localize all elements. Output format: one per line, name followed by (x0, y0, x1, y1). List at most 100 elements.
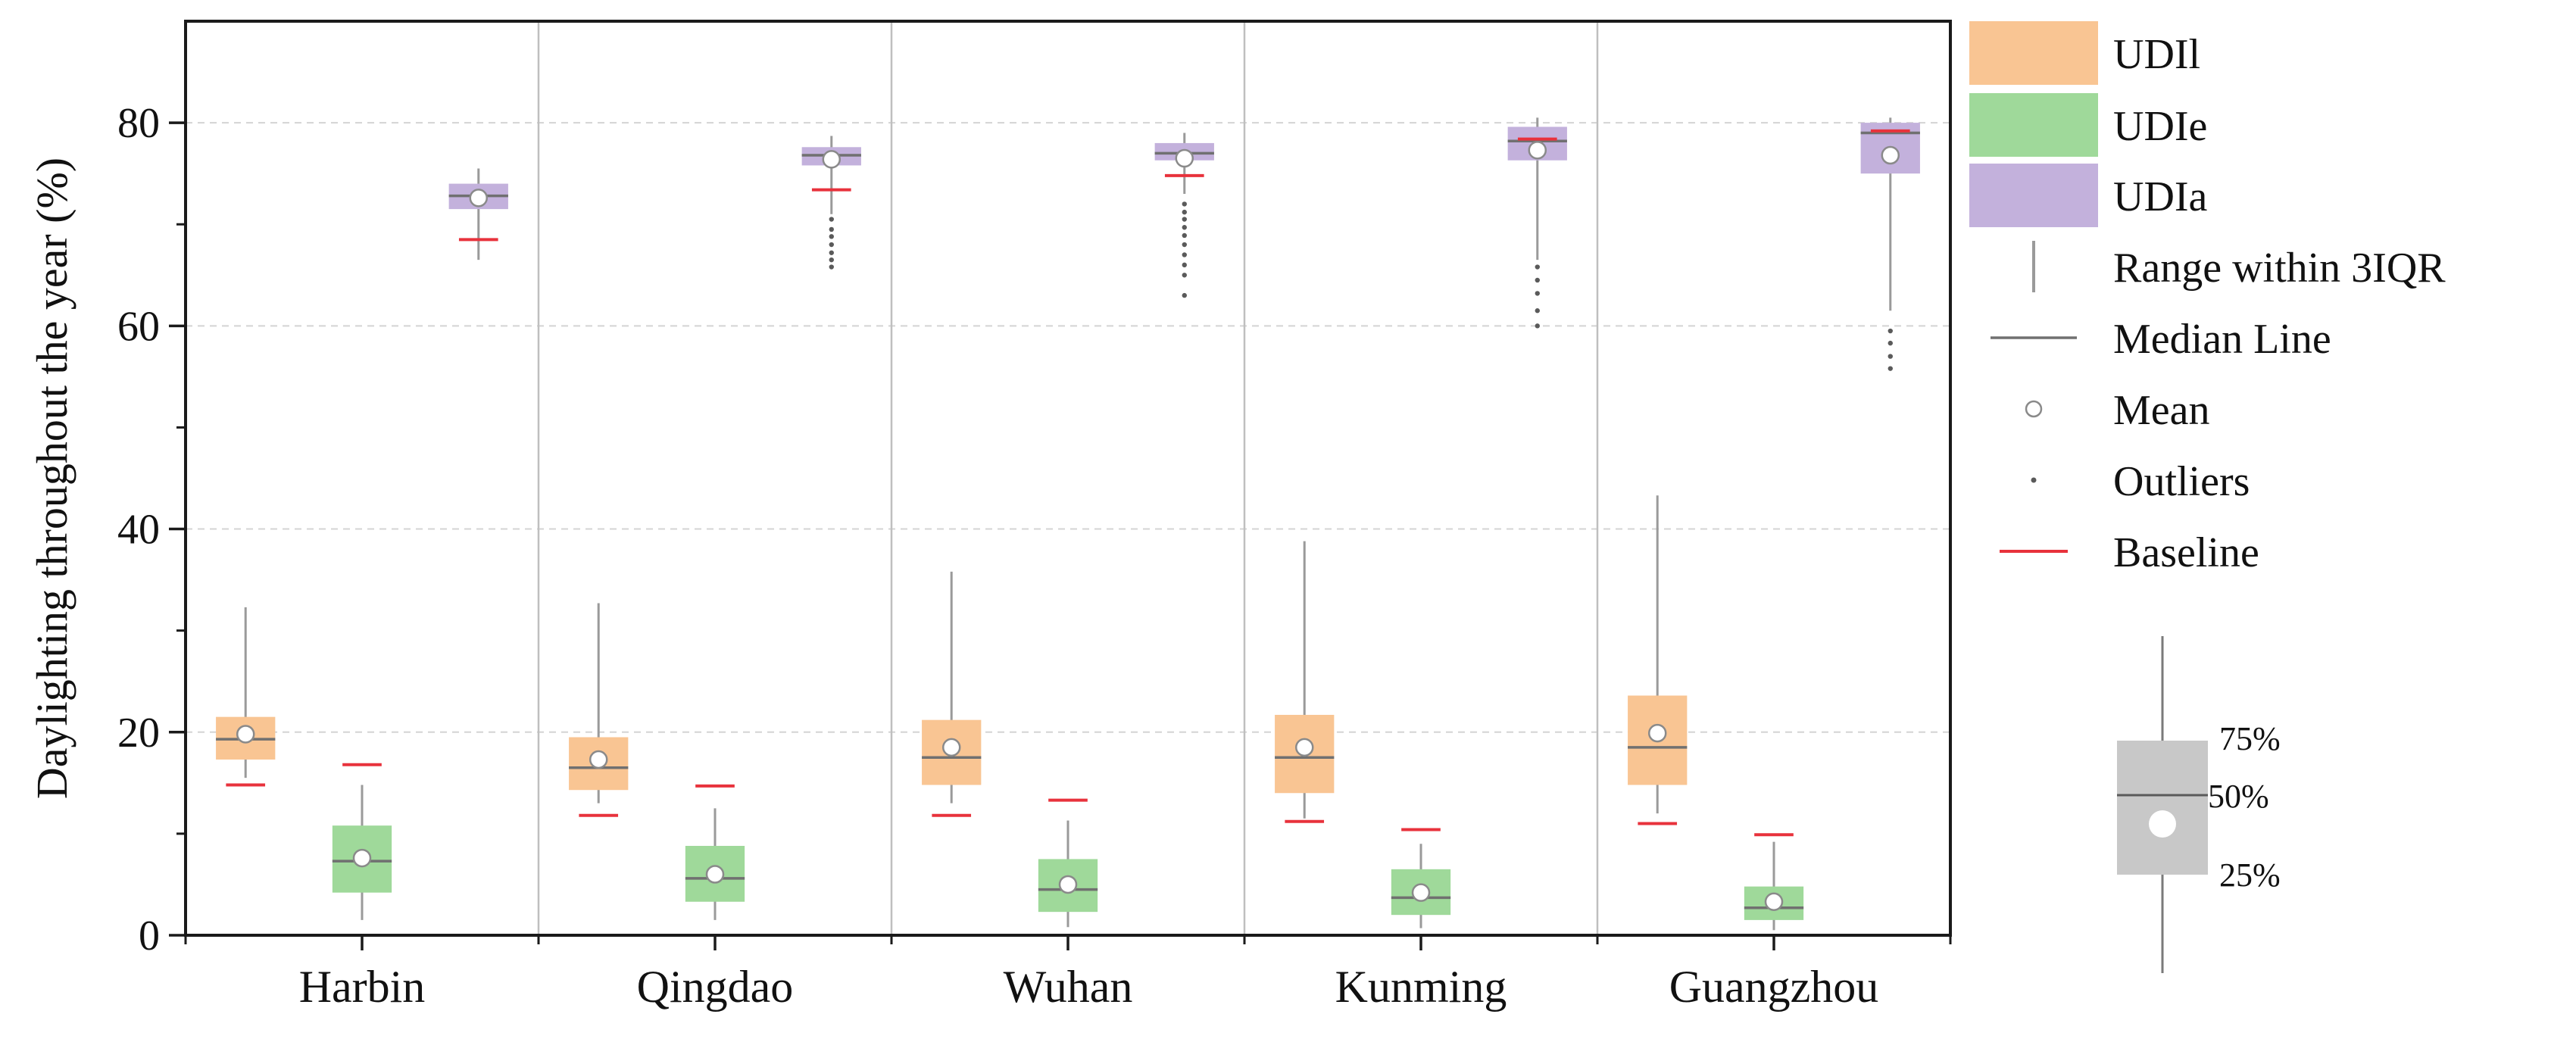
mean-udie-harbin (352, 848, 372, 868)
legend-item-median-line: Median Line (1991, 316, 2331, 363)
outlier-udia-guangzhou-1 (1888, 340, 1893, 346)
legend-item-udil: UDIl (1969, 21, 2200, 85)
y-tick-label-0: 0 (139, 913, 160, 959)
mean-udil-kunming (1294, 738, 1314, 757)
x-label-guangzhou: Guangzhou (1669, 962, 1879, 1012)
y-tick-label-40: 40 (117, 507, 160, 554)
key-label-75: 75% (2219, 720, 2281, 757)
box-udia-harbin (448, 168, 508, 261)
y-tick-label-20: 20 (117, 710, 160, 757)
box-udil-qingdao (569, 603, 629, 817)
box-udie-wuhan (1038, 798, 1098, 928)
y-tick-label-80: 80 (117, 100, 160, 147)
key-label-50: 50% (2208, 778, 2269, 815)
mean-udia-harbin (469, 189, 489, 207)
legend-label-baseline: Baseline (2113, 529, 2259, 576)
outlier-udia-guangzhou-2 (1888, 354, 1893, 359)
outlier-udia-qingdao-3 (829, 242, 834, 248)
box-series (216, 117, 1920, 931)
outlier-udia-wuhan-1 (1182, 209, 1187, 215)
legend-label-range-within-3iqr: Range within 3IQR (2113, 245, 2446, 292)
legend-item-outliers: Outliers (2031, 458, 2250, 505)
x-label-wuhan: Wuhan (1004, 962, 1133, 1012)
mean-udie-qingdao (705, 865, 725, 884)
mean-udil-harbin (236, 725, 255, 744)
box-udia-qingdao (801, 136, 861, 270)
y-tick-label-60: 60 (117, 303, 160, 350)
mean-udia-wuhan (1175, 148, 1194, 168)
box-udil-guangzhou (1628, 495, 1688, 825)
gridlines (186, 122, 1950, 733)
legend-label-udia: UDIa (2113, 173, 2208, 220)
outlier-udia-guangzhou-0 (1888, 328, 1893, 334)
box-udie-qingdao (685, 784, 745, 920)
outlier-udia-wuhan-9 (1182, 292, 1187, 298)
series-udie (332, 763, 1804, 931)
outlier-udia-wuhan-5 (1182, 242, 1187, 248)
mean-udil-guangzhou (1647, 723, 1667, 743)
x-label-kunming: Kunming (1335, 962, 1507, 1012)
mean-udia-qingdao (822, 150, 841, 169)
axes: 0 20 40 60 80 Harbin Qingdao Wuhan Kunming Guangz… (117, 20, 1952, 1012)
outlier-udia-kunming-1 (1535, 277, 1540, 283)
mean-udie-wuhan (1058, 875, 1078, 894)
legend-swatch-udie (1969, 93, 2098, 157)
key-mean (2149, 810, 2176, 838)
outlier-udia-wuhan-6 (1182, 252, 1187, 257)
legend-item-mean: Mean (2025, 387, 2210, 434)
outlier-udia-wuhan-4 (1182, 232, 1187, 239)
outlier-udia-kunming-3 (1535, 308, 1540, 314)
legend-item-udie: UDIe (1969, 93, 2207, 157)
legend-label-outliers: Outliers (2113, 458, 2250, 505)
series-udia (448, 117, 1920, 371)
plot-frame (184, 20, 1952, 937)
mean-udia-kunming (1528, 141, 1547, 160)
outlier-udia-wuhan-0 (1182, 201, 1187, 207)
x-label-harbin: Harbin (299, 962, 426, 1012)
key-box (2117, 741, 2208, 875)
outlier-udia-qingdao-2 (829, 234, 834, 239)
outlier-udia-qingdao-4 (829, 250, 834, 255)
box-udia-kunming (1507, 117, 1567, 329)
outlier-udia-wuhan-8 (1182, 273, 1187, 278)
box-udie-guangzhou (1744, 833, 1804, 931)
outlier-udia-kunming-0 (1535, 264, 1540, 270)
outlier-udia-wuhan-2 (1182, 217, 1187, 222)
legend-label-udil: UDIl (2113, 31, 2200, 78)
box-udia-guangzhou (1860, 117, 1920, 371)
outlier-udia-kunming-2 (1535, 291, 1540, 296)
legend-swatch-udil (1969, 21, 2098, 85)
outlier-udia-wuhan-7 (1182, 262, 1187, 268)
outlier-udia-qingdao-0 (829, 217, 834, 222)
box-udil-kunming (1275, 541, 1335, 823)
outlier-udia-qingdao-1 (829, 226, 834, 232)
box-udil-harbin (216, 607, 276, 787)
series-udil (216, 495, 1688, 825)
legend-label-udie: UDIe (2113, 103, 2207, 150)
legend-label-mean: Mean (2113, 387, 2210, 434)
mean-udia-guangzhou (1881, 145, 1900, 165)
legend-item-udia: UDIa (1969, 164, 2208, 227)
mean-udie-guangzhou (1764, 892, 1784, 911)
city-separators (537, 21, 1599, 935)
outlier-udia-kunming-4 (1535, 323, 1540, 329)
legend-swatch-mean (2025, 400, 2043, 418)
key-label-25: 25% (2219, 856, 2281, 894)
box-udia-wuhan (1154, 133, 1214, 298)
mean-udil-wuhan (941, 738, 961, 757)
mean-udie-kunming (1411, 883, 1431, 902)
legend: UDIl UDIe UDIa Range within 3IQR Median Line… (1969, 21, 2446, 973)
box-udie-kunming (1391, 828, 1451, 928)
mean-udil-qingdao (589, 750, 608, 769)
outlier-udia-wuhan-3 (1182, 225, 1187, 230)
legend-item-range-within-3iqr: Range within 3IQR (2032, 241, 2446, 292)
outlier-udia-qingdao-6 (829, 264, 834, 270)
box-udil-wuhan (922, 571, 982, 817)
legend-box-key: 75% 50% 25% (2117, 636, 2281, 973)
outlier-udia-qingdao-5 (829, 257, 834, 263)
outlier-udia-guangzhou-3 (1888, 366, 1893, 371)
box-udie-harbin (332, 763, 392, 920)
legend-item-baseline: Baseline (2000, 529, 2259, 576)
